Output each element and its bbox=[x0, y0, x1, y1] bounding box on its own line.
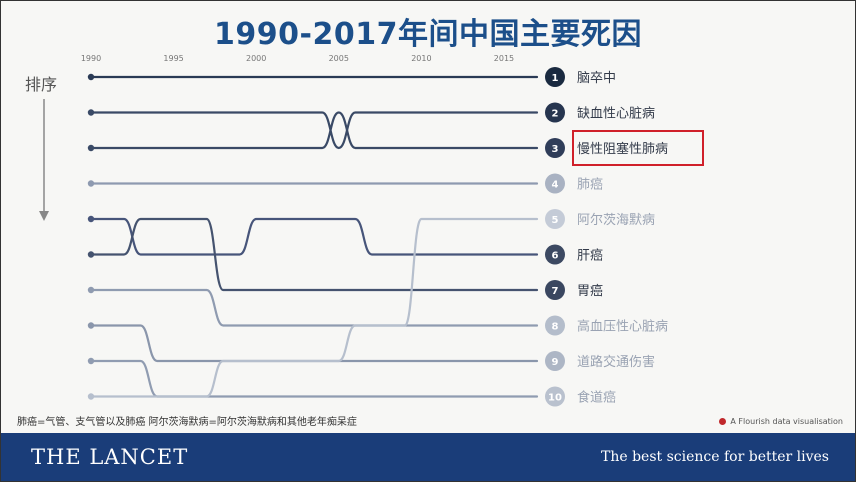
series-line bbox=[89, 111, 539, 150]
rank-badge bbox=[545, 386, 565, 407]
series-start-dot bbox=[87, 286, 95, 294]
series-line bbox=[89, 217, 539, 398]
x-tick-label: 2000 bbox=[246, 54, 266, 63]
rank-badge bbox=[545, 244, 565, 265]
rank-badge bbox=[545, 315, 565, 336]
rank-badge bbox=[545, 209, 565, 229]
series-start-dot bbox=[87, 251, 95, 258]
rank-number: 9 bbox=[552, 357, 559, 368]
cause-label: 慢性阻塞性肺病 bbox=[577, 141, 668, 157]
rank-number: 6 bbox=[552, 251, 559, 262]
series-line bbox=[89, 324, 539, 363]
rank-number: 1 bbox=[552, 73, 559, 84]
rank-badge bbox=[545, 138, 565, 158]
rank-number: 2 bbox=[552, 109, 559, 120]
cause-label: 肺癌 bbox=[577, 177, 603, 193]
rank-badge bbox=[545, 67, 565, 87]
rank-badge bbox=[545, 351, 565, 371]
cause-label: 道路交通伤害 bbox=[577, 354, 655, 370]
highlight-box bbox=[572, 130, 704, 166]
series-line bbox=[89, 288, 539, 327]
lancet-footer: THE LANCET The best science for better l… bbox=[1, 433, 855, 481]
x-tick-label: 1995 bbox=[163, 54, 183, 63]
x-tick-label: 2005 bbox=[329, 54, 349, 63]
series-line bbox=[89, 359, 539, 398]
brand-logo: THE LANCET bbox=[31, 445, 189, 469]
series-start-dot bbox=[87, 109, 95, 116]
rank-badge bbox=[545, 102, 565, 123]
series-line bbox=[89, 217, 539, 292]
rank-down-arrow-icon bbox=[39, 99, 49, 221]
series-start-dot bbox=[87, 357, 95, 365]
bump-chart: 1990 1995 2000 2005 2010 2015 1 脑卒中 2 缺血性心脏病 3 慢性阻塞… bbox=[81, 54, 668, 407]
series-start-dot bbox=[87, 215, 95, 223]
series-line bbox=[89, 217, 539, 256]
x-tick-label: 1990 bbox=[81, 54, 101, 63]
cause-label: 脑卒中 bbox=[577, 71, 616, 86]
series-start-dot bbox=[87, 144, 95, 152]
cause-label: 阿尔茨海默病 bbox=[577, 212, 655, 228]
rank-number: 10 bbox=[548, 393, 562, 404]
series-start-dot bbox=[87, 73, 95, 81]
rank-number: 7 bbox=[552, 286, 559, 297]
cause-label: 肝癌 bbox=[577, 248, 603, 264]
cause-label: 食道癌 bbox=[577, 390, 616, 406]
rank-badge bbox=[545, 173, 565, 194]
cause-label: 缺血性心脏病 bbox=[577, 107, 655, 122]
x-tick-label: 2010 bbox=[411, 54, 431, 63]
red-dot-icon bbox=[719, 418, 727, 425]
cause-label: 胃癌 bbox=[577, 283, 603, 299]
credit-text: A Flourish data visualisation bbox=[730, 417, 843, 426]
series-start-dot bbox=[87, 393, 95, 400]
cause-label: 高血压性心脏病 bbox=[577, 319, 668, 335]
chart-title: 1990-2017年间中国主要死因 bbox=[214, 17, 642, 52]
tagline: The best science for better lives bbox=[601, 449, 829, 465]
rank-number: 8 bbox=[552, 322, 559, 333]
series-start-dot bbox=[87, 180, 95, 187]
rank-number: 3 bbox=[552, 144, 559, 155]
footnote: 肺癌=气管、支气管以及肺癌 阿尔茨海默病=阿尔茨海默病和其他老年痴呆症 bbox=[17, 417, 357, 428]
series-start-dot bbox=[87, 322, 95, 329]
rank-badge bbox=[545, 280, 565, 300]
flourish-credit: A Flourish data visualisation bbox=[719, 417, 843, 426]
x-tick-label: 2015 bbox=[494, 54, 514, 63]
rank-number: 5 bbox=[552, 215, 559, 226]
series-line bbox=[89, 111, 539, 150]
rank-axis-label: 排序 bbox=[25, 75, 58, 94]
rank-number: 4 bbox=[552, 180, 559, 191]
